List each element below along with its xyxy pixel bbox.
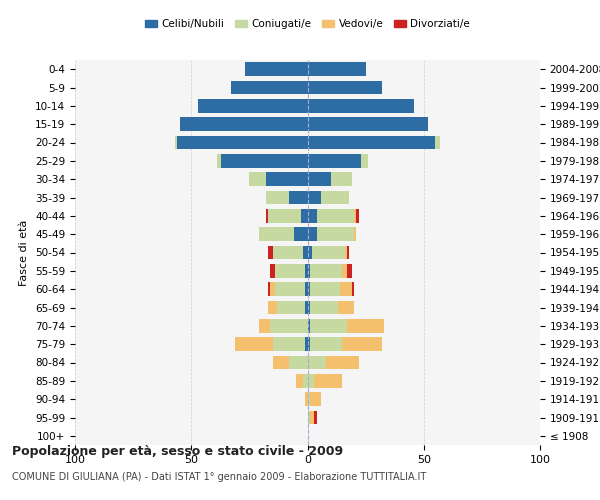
Y-axis label: Fasce di età: Fasce di età — [19, 220, 29, 286]
Bar — [340, 282, 352, 296]
Bar — [310, 410, 314, 424]
Bar — [175, 136, 178, 149]
Bar — [308, 190, 322, 204]
Bar — [271, 282, 275, 296]
Bar — [268, 282, 271, 296]
Bar — [308, 319, 310, 332]
Bar — [308, 209, 317, 222]
Bar — [221, 154, 308, 168]
Bar — [344, 246, 347, 260]
Bar — [231, 80, 308, 94]
Bar — [272, 246, 303, 260]
Bar — [308, 80, 382, 94]
Bar — [289, 356, 308, 370]
Bar — [308, 172, 331, 186]
Bar — [322, 190, 349, 204]
Bar — [354, 209, 356, 222]
Bar — [308, 264, 310, 278]
Bar — [259, 228, 293, 241]
Bar — [308, 154, 361, 168]
Bar — [305, 392, 308, 406]
Bar — [436, 136, 440, 149]
Bar — [352, 282, 354, 296]
Legend: Celibi/Nubili, Coniugati/e, Vedovi/e, Divorziati/e: Celibi/Nubili, Coniugati/e, Vedovi/e, Di… — [140, 15, 475, 34]
Bar — [266, 209, 268, 222]
Bar — [347, 319, 384, 332]
Bar — [308, 338, 310, 351]
Bar — [293, 228, 308, 241]
Bar — [272, 356, 289, 370]
Bar — [305, 338, 308, 351]
Bar — [308, 99, 415, 112]
Bar — [317, 228, 354, 241]
Text: Popolazione per età, sesso e stato civile - 2009: Popolazione per età, sesso e stato civil… — [12, 445, 343, 458]
Bar — [259, 319, 271, 332]
Bar — [305, 300, 308, 314]
Bar — [308, 410, 310, 424]
Bar — [235, 338, 272, 351]
Bar — [310, 319, 347, 332]
Bar — [301, 209, 308, 222]
Bar — [312, 246, 344, 260]
Bar — [310, 392, 322, 406]
Bar — [305, 264, 308, 278]
Bar — [331, 172, 352, 186]
Bar — [305, 282, 308, 296]
Bar — [303, 246, 308, 260]
Bar — [308, 136, 436, 149]
Bar — [308, 374, 314, 388]
Bar — [250, 172, 266, 186]
Bar — [272, 338, 305, 351]
Bar — [308, 228, 317, 241]
Bar — [277, 300, 305, 314]
Bar — [296, 374, 303, 388]
Bar — [308, 62, 365, 76]
Bar — [308, 246, 312, 260]
Bar — [354, 228, 356, 241]
Bar — [308, 356, 326, 370]
Bar — [198, 99, 308, 112]
Bar — [245, 62, 308, 76]
Bar — [347, 264, 352, 278]
Bar — [310, 300, 338, 314]
Bar — [314, 410, 317, 424]
Bar — [266, 190, 289, 204]
Bar — [310, 264, 343, 278]
Bar — [361, 154, 368, 168]
Bar — [289, 190, 308, 204]
Bar — [271, 264, 275, 278]
Bar — [314, 374, 343, 388]
Bar — [347, 246, 349, 260]
Bar — [338, 300, 354, 314]
Bar — [275, 282, 305, 296]
Bar — [217, 154, 221, 168]
Bar — [268, 209, 301, 222]
Bar — [308, 300, 310, 314]
Bar — [271, 319, 308, 332]
Bar — [308, 282, 310, 296]
Text: COMUNE DI GIULIANA (PA) - Dati ISTAT 1° gennaio 2009 - Elaborazione TUTTITALIA.I: COMUNE DI GIULIANA (PA) - Dati ISTAT 1° … — [12, 472, 426, 482]
Bar — [179, 118, 308, 131]
Bar — [326, 356, 359, 370]
Bar — [178, 136, 308, 149]
Bar — [308, 118, 428, 131]
Bar — [356, 209, 359, 222]
Bar — [310, 338, 343, 351]
Bar — [275, 264, 305, 278]
Bar — [303, 374, 308, 388]
Bar — [343, 264, 347, 278]
Bar — [268, 300, 277, 314]
Bar — [343, 338, 382, 351]
Bar — [317, 209, 354, 222]
Bar — [308, 392, 310, 406]
Bar — [268, 246, 272, 260]
Bar — [310, 282, 340, 296]
Bar — [266, 172, 308, 186]
